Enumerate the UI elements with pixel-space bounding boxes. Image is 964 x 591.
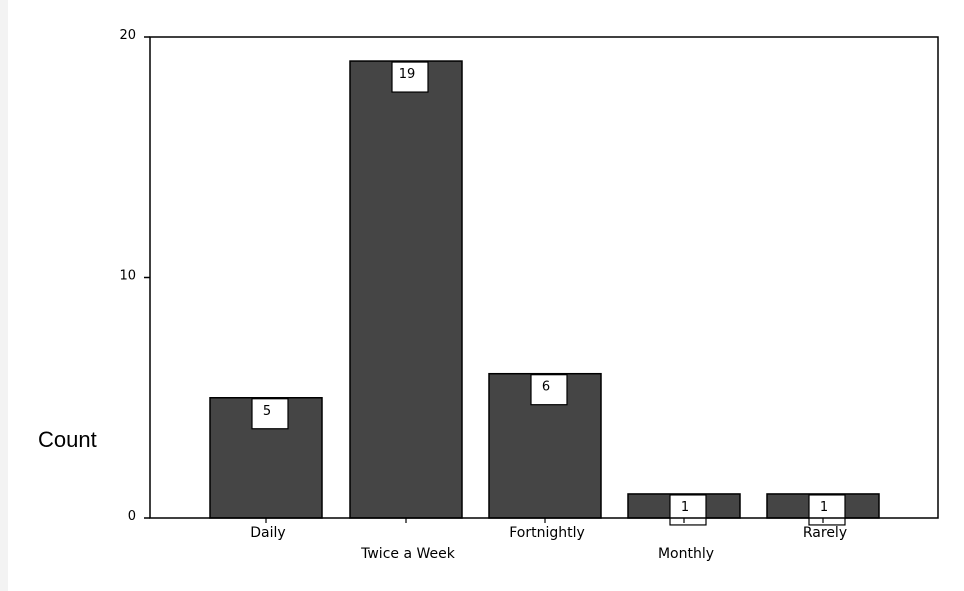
y-tick-label: 10 <box>119 269 136 284</box>
x-category-label: Fortnightly <box>509 525 585 541</box>
data-label-box <box>669 494 707 526</box>
data-label-box <box>391 61 429 93</box>
data-labels-group: 5 19 6 1 1 <box>251 61 846 526</box>
x-category-label: Daily <box>250 525 285 541</box>
bars-group <box>209 60 880 519</box>
chart-canvas: 5 19 6 1 1 0 10 20 Daily Twice a Week Fortnightl… <box>8 0 964 591</box>
data-label: 1 <box>681 500 689 515</box>
data-label: 6 <box>542 380 550 395</box>
data-label: 5 <box>263 404 271 419</box>
bar-chart: 5 19 6 1 1 0 10 20 Daily Twice a Week Fortnightl… <box>38 28 939 562</box>
y-tick-label: 20 <box>119 28 136 43</box>
x-categories-group: Daily Twice a Week Fortnightly Monthly Rarel… <box>250 518 847 562</box>
x-category-label: Rarely <box>803 525 847 541</box>
data-label: 1 <box>820 500 828 515</box>
y-ticks-group: 0 10 20 <box>119 28 150 524</box>
data-label-box <box>530 374 568 406</box>
x-category-label: Monthly <box>658 546 714 562</box>
data-label: 19 <box>399 67 416 82</box>
data-label-box <box>808 494 846 526</box>
y-tick-label: 0 <box>128 509 136 524</box>
bar <box>349 60 463 519</box>
y-axis-label: Count <box>38 427 97 452</box>
x-category-label: Twice a Week <box>360 546 456 562</box>
data-label-box <box>251 398 289 430</box>
